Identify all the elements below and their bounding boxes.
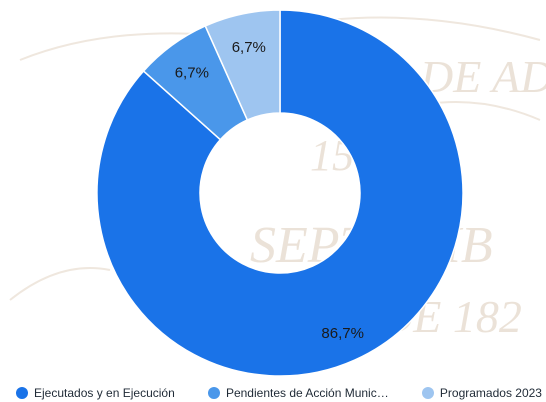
legend-label: Pendientes de Acción Munic… — [225, 386, 389, 400]
slice-data-label-1: 6,7% — [175, 64, 209, 81]
watermark-line-1: DE AD — [419, 51, 546, 102]
legend-swatch — [421, 387, 434, 399]
donut-slice-0[interactable] — [96, 9, 464, 377]
slice-data-label-2: 6,7% — [232, 39, 266, 56]
legend-item-ejecutados[interactable]: Ejecutados y en Ejecución — [16, 386, 175, 400]
legend-item-pendientes[interactable]: Pendientes de Acción Munic… — [207, 386, 389, 400]
slice-data-label-0: 86,7% — [321, 325, 364, 342]
legend-swatch — [16, 387, 28, 399]
legend-label: Programados 2023 — [439, 386, 542, 400]
donut-slice-2[interactable] — [204, 9, 281, 121]
legend-item-programados[interactable]: Programados 2023 — [421, 386, 542, 400]
legend-label: Ejecutados y en Ejecución — [34, 386, 175, 400]
chart-legend: Ejecutados y en Ejecución Pendientes de … — [0, 384, 546, 402]
legend-swatch — [207, 387, 220, 399]
